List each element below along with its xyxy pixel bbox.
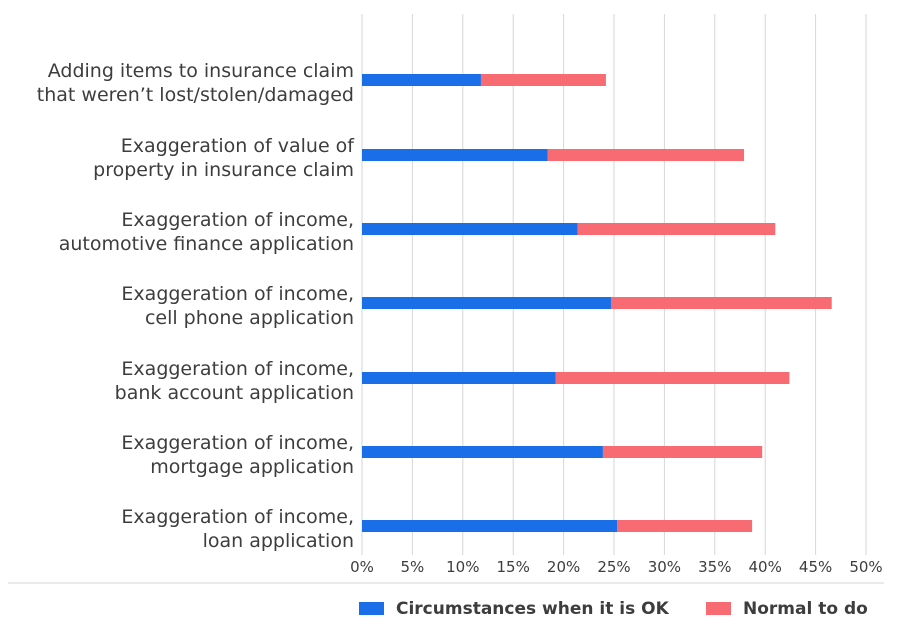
category-label: Adding items to insurance claim that were… [37,60,354,106]
category-label-line: Exaggeration of income, [121,432,354,454]
bar-circumstances-ok [362,446,603,458]
category-label: Exaggeration of income, bank account appl… [115,358,354,404]
category-label-line: that weren’t lost/stolen/damaged [37,84,354,106]
category-label-line: Exaggeration of income, [121,209,354,231]
x-tick-label: 15% [497,558,530,576]
legend-label-normal-to-do: Normal to do [743,599,868,619]
legend: Circumstances when it is OK Normal to do [359,599,868,619]
category-label: Exaggeration of income, loan application [121,506,354,552]
category-label: Exaggeration of income, mortgage applicat… [121,432,354,478]
x-tick-label: 10% [446,558,479,576]
bar-circumstances-ok [362,372,556,384]
legend-label-circumstances-ok: Circumstances when it is OK [396,599,670,619]
bar-circumstances-ok [362,74,481,86]
bar-circumstances-ok [362,223,578,235]
category-label-line: loan application [203,530,354,552]
category-label-line: Exaggeration of income, [121,283,354,305]
legend-swatch-normal-to-do [706,602,731,615]
category-label: Exaggeration of value of property in insu… [93,135,355,181]
x-tick-label: 30% [648,558,681,576]
bar-normal-to-do [480,74,606,86]
x-tick-label: 50% [849,558,882,576]
category-label-line: automotive finance application [59,233,354,255]
x-tick-labels: 0% 5% 10% 15% 20% 25% 30% 35% 40% 45% 50% [350,558,883,576]
x-tick-label: 0% [350,558,374,576]
category-label-line: cell phone application [145,307,354,329]
legend-swatch-circumstances-ok [359,602,384,615]
x-tick-label: 35% [698,558,731,576]
bar-normal-to-do [577,223,776,235]
bar-normal-to-do [602,446,763,458]
bar-normal-to-do [555,372,790,384]
category-label-line: mortgage application [150,456,354,478]
bar-normal-to-do [610,297,832,309]
category-label-line: bank account application [115,382,354,404]
category-labels: Adding items to insurance claim that were… [37,60,356,552]
category-label: Exaggeration of income, cell phone applic… [121,283,354,329]
bar-circumstances-ok [362,297,611,309]
x-tick-label: 20% [547,558,580,576]
bar-normal-to-do [617,520,753,532]
bar-circumstances-ok [362,149,548,161]
x-tick-label: 40% [749,558,782,576]
x-tick-label: 5% [401,558,425,576]
category-label-line: Adding items to insurance claim [48,60,354,82]
x-tick-label: 25% [597,558,630,576]
category-label: Exaggeration of income, automotive financ… [59,209,354,255]
category-label-line: Exaggeration of value of [121,135,356,157]
bar-normal-to-do [547,149,745,161]
bar-circumstances-ok [362,520,618,532]
category-label-line: property in insurance claim [93,159,354,181]
x-tick-label: 45% [799,558,832,576]
category-label-line: Exaggeration of income, [121,358,354,380]
bars [362,74,832,532]
gridlines [361,14,867,555]
category-label-line: Exaggeration of income, [121,506,354,528]
